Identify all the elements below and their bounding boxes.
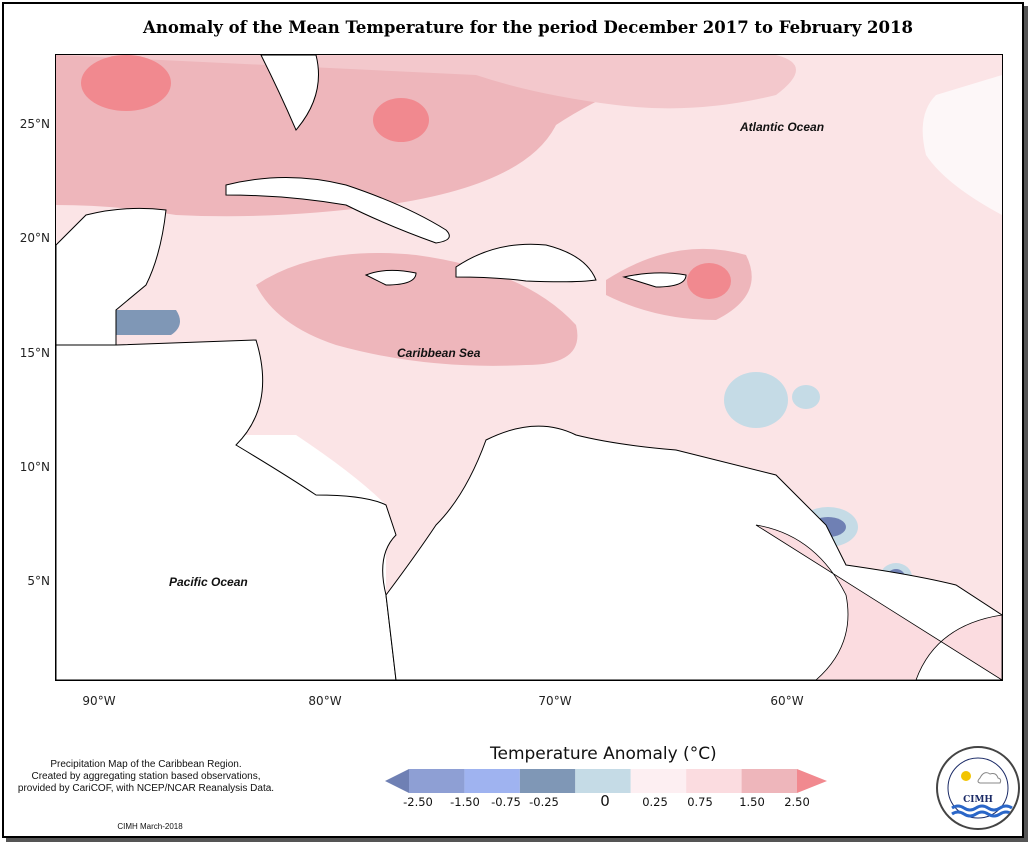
legend-value: 1.50	[739, 795, 765, 809]
legend-swatch	[519, 769, 576, 793]
cuba-land	[225, 177, 450, 244]
legend-value: -0.75	[491, 795, 521, 809]
pr-hot-spot	[687, 263, 731, 299]
atlantic-ocean-label: Atlantic Ocean	[740, 120, 825, 134]
legend-value: 0	[600, 792, 610, 810]
lat-tick-10: 10°N	[19, 460, 50, 474]
jamaica-land	[364, 269, 417, 286]
guianas-warm-zone	[755, 524, 1002, 680]
atlantic-neutral-zone	[922, 75, 1002, 215]
legend-title: Temperature Anomaly (°C)	[490, 744, 717, 764]
central-america-land	[56, 339, 397, 680]
legend-value: 2.50	[784, 795, 810, 809]
lon-tick-90: 90°W	[82, 694, 116, 708]
florida-land	[260, 55, 319, 131]
cloud-icon	[977, 772, 1002, 784]
lon-tick-80: 80°W	[308, 694, 342, 708]
credit-note: CIMH March-2018	[117, 822, 183, 831]
map-title: Anomaly of the Mean Temperature for the …	[143, 18, 913, 37]
map-canvas	[56, 55, 1002, 680]
lon-tick-70: 70°W	[538, 694, 572, 708]
legend-colorbar	[385, 769, 827, 793]
pacific-ocean-label: Pacific Ocean	[169, 575, 248, 589]
caribbean-warm-zone	[256, 253, 578, 366]
logo-art	[947, 757, 1013, 819]
legend-swatch	[575, 769, 631, 793]
lat-tick-5: 5°N	[27, 574, 50, 588]
waves-icon	[951, 804, 1013, 812]
legend-swatch	[686, 769, 742, 793]
bahamas-hot-spot	[373, 98, 429, 142]
cimh-logo: CIMH	[936, 746, 1020, 830]
yucatan-land	[56, 207, 167, 346]
gulf-hot-spot	[81, 55, 171, 111]
source-line-2: Created by aggregating station based obs…	[31, 771, 261, 782]
lat-tick-25: 25°N	[19, 117, 50, 131]
lesser-antilles-cool-zone	[724, 372, 788, 428]
belize-cool-zone	[116, 310, 180, 335]
legend-swatch	[630, 769, 687, 793]
hispaniola-land	[455, 243, 597, 283]
sun-icon	[961, 771, 971, 781]
legend-swatch	[464, 769, 520, 793]
puerto-rico-land	[622, 272, 687, 288]
legend-value: -2.50	[403, 795, 433, 809]
legend-swatch	[741, 769, 797, 793]
legend-swatch	[409, 769, 465, 793]
logo-text: CIMH	[963, 795, 993, 805]
lat-tick-20: 20°N	[19, 231, 50, 245]
caribbean-sea-label: Caribbean Sea	[397, 346, 481, 360]
legend-arrow-low	[385, 769, 409, 793]
northern-warm-zone	[56, 55, 796, 109]
legend-value: -1.50	[450, 795, 480, 809]
legend-value: 0.25	[642, 795, 668, 809]
legend-value: -0.25	[529, 795, 559, 809]
barbados-cool-zone	[792, 385, 820, 409]
legend-value: 0.75	[687, 795, 713, 809]
source-note: Precipitation Map of the Caribbean Regio…	[2, 759, 290, 795]
lon-tick-60: 60°W	[770, 694, 804, 708]
source-line-1: Precipitation Map of the Caribbean Regio…	[50, 759, 242, 770]
lat-tick-15: 15°N	[19, 346, 50, 360]
source-line-3: provided by CariCOF, with NCEP/NCAR Rean…	[17, 783, 275, 794]
anomaly-map	[55, 54, 1003, 681]
legend-arrow-high	[797, 769, 827, 793]
